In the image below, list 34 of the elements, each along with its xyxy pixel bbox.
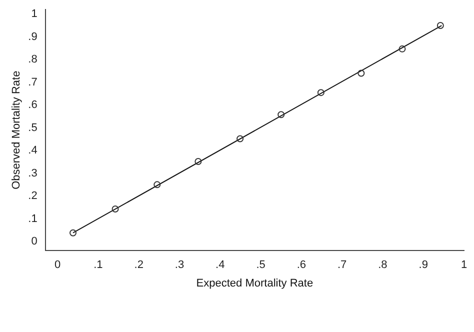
y-tick-label: .5 bbox=[28, 122, 38, 134]
y-tick-label: .3 bbox=[28, 167, 38, 180]
point bbox=[236, 135, 244, 142]
y-tick-label: .2 bbox=[28, 190, 38, 202]
point bbox=[70, 229, 77, 236]
y-tick-label: 1 bbox=[31, 8, 38, 20]
x-tick-label: .2 bbox=[134, 259, 144, 272]
y-tick-label: .8 bbox=[28, 54, 38, 66]
x-tick-label: 1 bbox=[460, 259, 468, 272]
x-tick-label: .1 bbox=[94, 259, 103, 272]
y-axis-title: Observed Mortality Rate bbox=[10, 70, 23, 190]
point bbox=[358, 70, 365, 77]
point bbox=[154, 181, 161, 188]
x-tick-label: .4 bbox=[216, 259, 225, 272]
x-tick-label: .9 bbox=[418, 259, 428, 272]
point bbox=[398, 45, 406, 52]
point bbox=[436, 22, 444, 30]
y-tick-label: .6 bbox=[28, 99, 38, 112]
x-tick-label: 0 bbox=[54, 259, 61, 272]
x-tick-label: .8 bbox=[378, 259, 388, 272]
y-tick-label: .4 bbox=[28, 144, 38, 157]
point bbox=[112, 205, 119, 212]
point bbox=[194, 158, 202, 165]
y-tick-label: 0 bbox=[31, 236, 38, 248]
y-tick-label: .1 bbox=[28, 212, 38, 225]
x-tick-label: .7 bbox=[337, 259, 347, 272]
y-tick-label: .7 bbox=[28, 76, 38, 88]
y-tick-label: .9 bbox=[28, 30, 38, 43]
point bbox=[317, 89, 324, 96]
x-tick-label: .3 bbox=[174, 259, 184, 272]
point bbox=[278, 111, 285, 118]
x-tick-label: .6 bbox=[296, 259, 306, 272]
x-axis-title: Expected Mortality Rate bbox=[196, 277, 314, 290]
x-tick-label: .5 bbox=[256, 259, 266, 272]
